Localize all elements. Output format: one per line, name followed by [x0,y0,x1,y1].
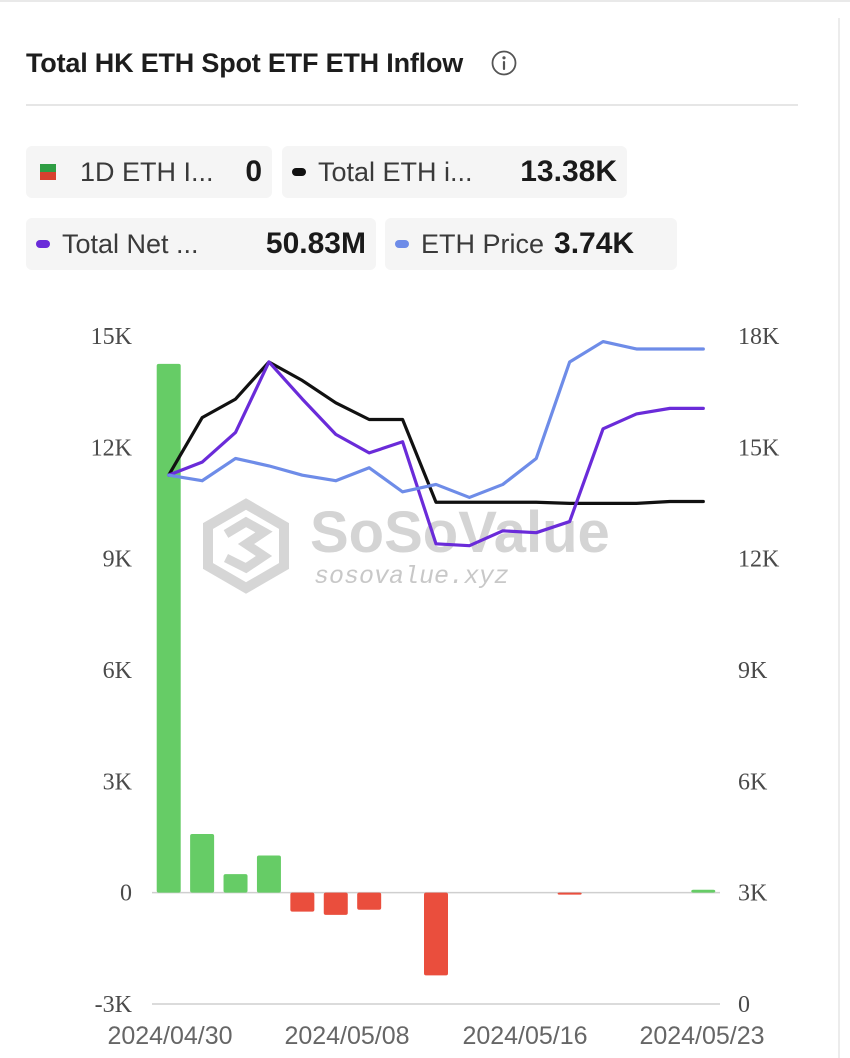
bar[interactable] [290,892,315,912]
left-axis-tick-label: 12K [91,435,133,461]
left-axis-tick-label: 15K [91,324,133,350]
bar[interactable] [424,892,448,976]
legend-swatch-dot [292,168,306,176]
legend-item-total-eth-inflow[interactable]: Total ETH i... 13.38K [282,146,627,198]
right-axis-tick-label: 18K [738,324,780,350]
legend-item-eth-price[interactable]: ETH Price 3.74K [385,218,677,270]
x-axis-tick-label: 2024/04/30 [107,1022,232,1050]
header-divider [26,104,798,106]
bar[interactable] [156,363,181,893]
series-line[interactable] [167,360,705,548]
right-axis-tick-label: 3K [738,881,768,907]
left-axis-tick-label: 3K [103,769,133,795]
right-axis-tick-label: 6K [738,769,768,795]
series-line[interactable] [167,360,705,505]
x-axis-tick-label: 2024/05/23 [639,1022,764,1050]
legend-item-total-net-assets[interactable]: Total Net ... 50.83M [26,218,376,270]
watermark-brand: SoSoValue [310,500,610,565]
right-axis-tick-label: 15K [738,435,780,461]
legend-swatch-square [40,164,56,180]
chart-header: Total HK ETH Spot ETF ETH Inflow [26,40,517,86]
bar[interactable] [256,855,281,893]
watermark-logo-icon [203,498,289,594]
legend-swatch-dot [395,240,409,248]
legend-swatch-dot [36,240,50,248]
bar[interactable] [190,834,215,893]
bar[interactable] [691,889,716,893]
legend-label: ETH Price [421,228,545,259]
legend-value: 3.74K [554,227,635,260]
x-axis-tick-label: 2024/05/16 [462,1022,587,1050]
bar[interactable] [223,874,248,893]
top-border [0,0,850,2]
legend-value: 13.38K [520,155,617,188]
legend-value: 0 [245,155,262,188]
right-border [838,18,840,1058]
right-axis-tick-label: 9K [738,658,768,684]
legend-value: 50.83M [265,227,366,260]
left-axis-tick-label: 6K [103,658,133,684]
bar[interactable] [357,892,382,910]
legend-item-1d-eth-inflow[interactable]: 1D ETH I... 0 [26,146,272,198]
x-axis-tick-label: 2024/05/08 [284,1022,409,1050]
info-circle-icon[interactable] [491,50,517,76]
left-axis-tick-label: 9K [103,547,133,573]
watermark: SoSoValue sosovalue.xyz [203,498,610,594]
bar[interactable] [323,892,348,915]
left-axis-tick-label: 0 [120,881,132,907]
legend-label: 1D ETH I... [80,156,214,187]
legend-label: Total Net ... [62,228,199,259]
chart-title: Total HK ETH Spot ETF ETH Inflow [26,47,464,78]
left-axis-tick-label: -3K [95,992,133,1018]
right-axis-tick-label: 12K [738,547,780,573]
series-line[interactable] [167,339,705,500]
bar[interactable] [557,892,582,895]
watermark-url: sosovalue.xyz [314,562,509,591]
chart-plot[interactable]: SoSoValue sosovalue.xyz 15K 12K 9K 6K 3K 0 -3K… [0,290,850,1058]
legend-label: Total ETH i... [318,156,473,187]
right-axis-tick-label: 0 [738,992,750,1018]
